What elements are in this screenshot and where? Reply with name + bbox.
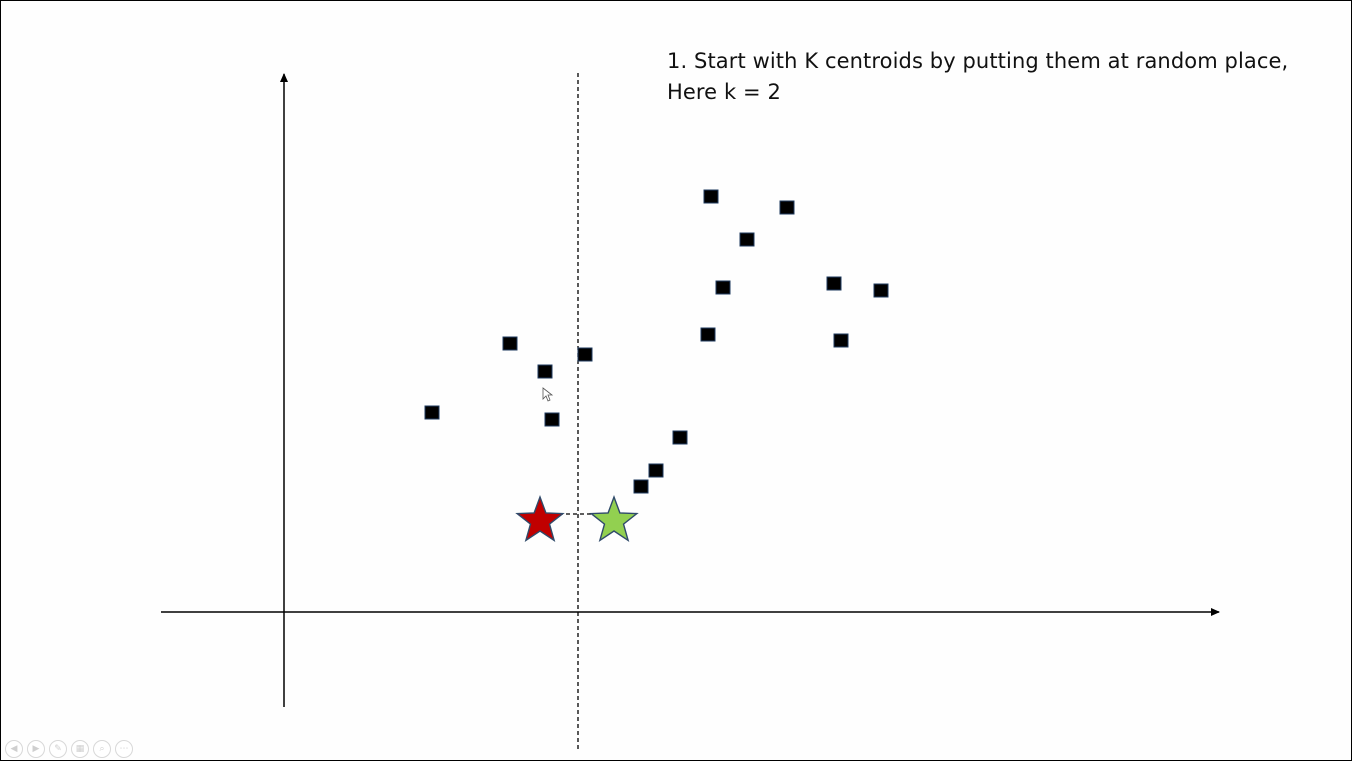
data-point (715, 280, 731, 295)
data-point (648, 463, 664, 478)
centroids (515, 494, 639, 543)
slides-grid-icon[interactable]: ▦ (71, 740, 89, 758)
data-point (873, 283, 889, 298)
data-point (700, 327, 716, 342)
data-point (502, 336, 518, 351)
data-point (424, 405, 440, 420)
pen-icon[interactable]: ✎ (49, 740, 67, 758)
previous-slide-icon[interactable]: ◀ (5, 740, 23, 758)
data-point (833, 333, 849, 348)
data-point (703, 189, 719, 204)
data-points (424, 189, 889, 494)
slideshow-controls: ◀ ▶ ✎ ▦ ⌕ ⋯ (5, 738, 133, 760)
data-point (739, 232, 755, 247)
more-options-icon[interactable]: ⋯ (115, 740, 133, 758)
caption-line-1: 1. Start with K centroids by putting the… (667, 49, 1289, 73)
data-point (672, 430, 688, 445)
centroid-1-star (515, 494, 565, 543)
mouse-cursor-icon (542, 387, 554, 402)
slide-caption: 1. Start with K centroids by putting the… (667, 46, 1288, 108)
next-slide-icon[interactable]: ▶ (27, 740, 45, 758)
zoom-icon[interactable]: ⌕ (93, 740, 111, 758)
data-point (633, 479, 649, 494)
data-point (537, 364, 553, 379)
centroid-2-star (589, 494, 639, 543)
data-point (577, 347, 593, 362)
data-point (826, 276, 842, 291)
caption-line-2: Here k = 2 (667, 80, 781, 104)
data-point (779, 200, 795, 215)
data-point (544, 412, 560, 427)
